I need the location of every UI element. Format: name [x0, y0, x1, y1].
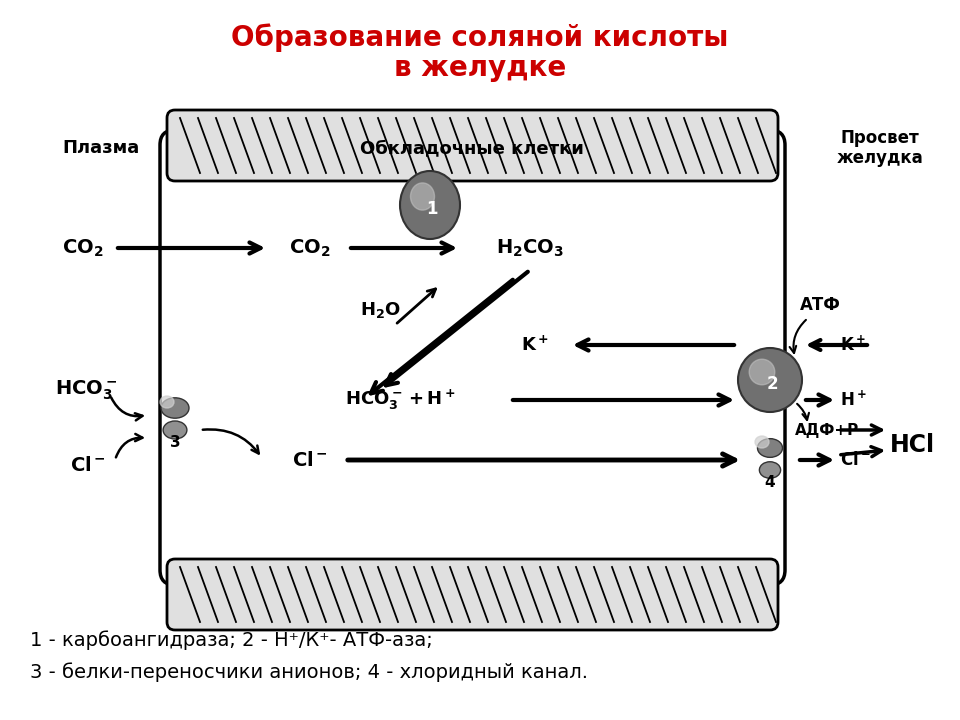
Text: $\mathregular{H_2CO_3}$: $\mathregular{H_2CO_3}$ [496, 238, 564, 258]
Ellipse shape [411, 183, 435, 210]
Text: 1 - карбоангидраза; 2 - Н⁺/К⁺- АТФ-аза;: 1 - карбоангидраза; 2 - Н⁺/К⁺- АТФ-аза; [30, 630, 433, 650]
Ellipse shape [400, 171, 460, 239]
Text: $\mathregular{HCO_3^-}$: $\mathregular{HCO_3^-}$ [55, 378, 117, 402]
Ellipse shape [757, 438, 782, 457]
Text: Образование соляной кислоты: Образование соляной кислоты [231, 24, 729, 53]
Text: 3 - белки-переносчики анионов; 4 - хлоридный канал.: 3 - белки-переносчики анионов; 4 - хлори… [30, 662, 588, 682]
Text: $\mathregular{Cl^-}$: $\mathregular{Cl^-}$ [292, 451, 328, 469]
Text: АТФ: АТФ [800, 296, 841, 314]
Text: $\mathregular{K^+}$: $\mathregular{K^+}$ [840, 336, 866, 355]
Ellipse shape [163, 421, 187, 439]
Ellipse shape [749, 359, 775, 384]
Text: $\mathregular{CO_2}$: $\mathregular{CO_2}$ [62, 238, 104, 258]
Ellipse shape [755, 436, 769, 448]
FancyBboxPatch shape [160, 130, 785, 585]
Ellipse shape [759, 462, 780, 478]
Ellipse shape [161, 398, 189, 418]
Text: 1: 1 [426, 200, 438, 218]
Text: Просвет
желудка: Просвет желудка [836, 129, 924, 168]
Text: $\mathregular{Cl^-}$: $\mathregular{Cl^-}$ [70, 456, 106, 474]
Text: $\mathregular{CO_2}$: $\mathregular{CO_2}$ [289, 238, 331, 258]
Ellipse shape [160, 396, 174, 408]
Text: $\mathregular{HCO_3^- + H^+}$: $\mathregular{HCO_3^- + H^+}$ [345, 388, 455, 412]
Text: АДФ+Р: АДФ+Р [795, 423, 859, 438]
Text: $\mathregular{H_2O}$: $\mathregular{H_2O}$ [360, 300, 400, 320]
FancyBboxPatch shape [167, 110, 778, 181]
FancyBboxPatch shape [167, 559, 778, 630]
Text: 4: 4 [765, 474, 776, 490]
Text: 2: 2 [766, 375, 778, 393]
Ellipse shape [738, 348, 802, 412]
Text: $\mathregular{K^+}$: $\mathregular{K^+}$ [521, 336, 549, 355]
Text: $\mathregular{H^+}$: $\mathregular{H^+}$ [840, 390, 867, 410]
Text: $\mathregular{Cl^-}$: $\mathregular{Cl^-}$ [840, 451, 871, 469]
Text: HCl: HCl [890, 433, 935, 457]
Text: Обкладочные клетки: Обкладочные клетки [360, 139, 584, 157]
Text: 3: 3 [170, 434, 180, 449]
Text: Плазма: Плазма [62, 139, 139, 157]
Text: в желудке: в желудке [394, 54, 566, 82]
